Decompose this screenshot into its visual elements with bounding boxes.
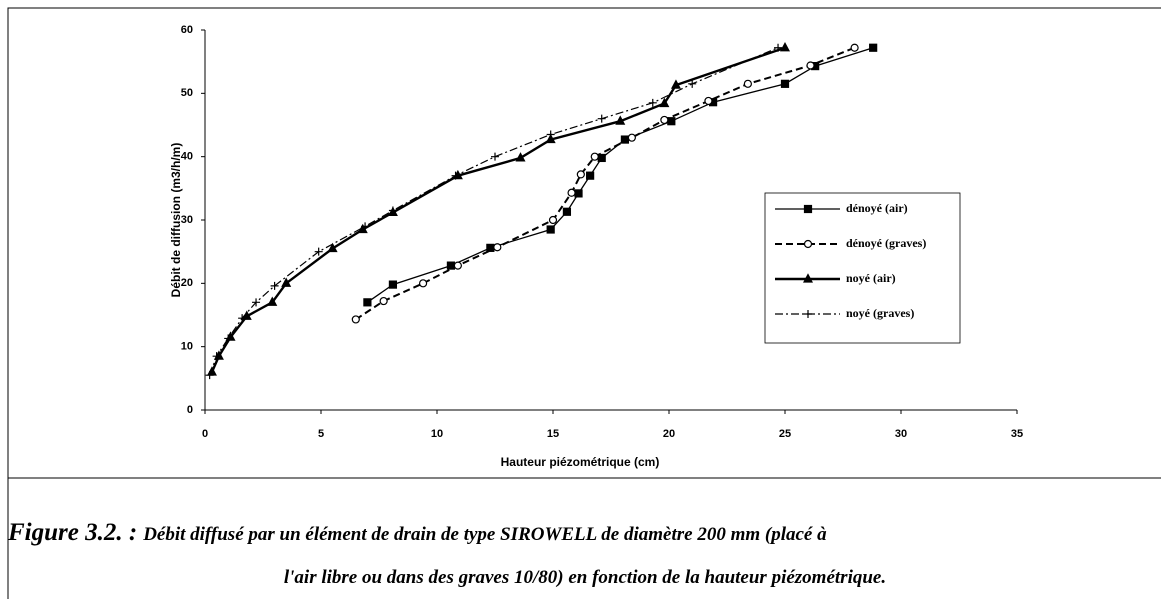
- caption-label: Figure 3.2. :: [7, 519, 137, 546]
- x-axis-label: Hauteur piézométrique (cm): [501, 455, 660, 469]
- marker: [597, 153, 606, 163]
- marker: [586, 171, 595, 180]
- legend-label: noyé (graves): [846, 306, 914, 320]
- marker: [515, 152, 526, 162]
- marker: [238, 314, 247, 323]
- marker: [670, 79, 681, 89]
- y-tick-label: 30: [181, 214, 193, 226]
- marker: [803, 204, 813, 214]
- legend-box: [764, 192, 961, 344]
- caption-text: Débit diffusé par un élément de drain de…: [142, 524, 827, 545]
- marker: [562, 207, 572, 216]
- legend-label: dénoyé (graves): [846, 236, 926, 250]
- y-tick-label: 0: [187, 404, 193, 416]
- marker: [597, 114, 606, 123]
- marker: [688, 79, 697, 88]
- marker: [576, 170, 585, 179]
- y-tick-label: 50: [181, 87, 193, 99]
- marker: [205, 371, 214, 380]
- marker: [351, 315, 360, 324]
- series-line: [210, 46, 786, 373]
- marker: [327, 242, 338, 253]
- x-tick-label: 10: [431, 428, 443, 440]
- y-axis-label: Débit de diffusion (m3/h/m): [169, 143, 183, 298]
- series-line: [355, 46, 855, 321]
- marker: [850, 43, 859, 52]
- marker: [267, 296, 278, 306]
- marker: [627, 133, 636, 142]
- marker: [704, 96, 713, 106]
- marker: [363, 298, 372, 307]
- caption-text: l'air libre ou dans des graves 10/80) en…: [284, 567, 886, 588]
- marker: [270, 281, 279, 290]
- marker: [379, 296, 388, 306]
- marker: [388, 206, 397, 215]
- marker: [546, 130, 555, 139]
- x-tick-label: 20: [663, 428, 675, 440]
- marker: [590, 152, 599, 161]
- marker: [224, 334, 233, 343]
- chart-frame: [7, 7, 1161, 479]
- marker: [546, 225, 555, 234]
- marker: [774, 43, 783, 52]
- marker: [803, 273, 813, 283]
- marker: [548, 215, 558, 225]
- marker: [281, 277, 292, 287]
- series-line: [209, 47, 779, 376]
- marker: [453, 261, 462, 270]
- marker: [780, 41, 790, 52]
- marker: [648, 98, 657, 107]
- marker: [659, 97, 670, 108]
- x-tick-label: 25: [779, 428, 791, 440]
- marker: [806, 61, 815, 70]
- y-tick-label: 40: [181, 151, 193, 163]
- marker: [567, 188, 576, 197]
- marker: [493, 243, 502, 252]
- legend-label: noyé (air): [846, 271, 896, 285]
- marker: [743, 79, 752, 88]
- x-tick-label: 15: [547, 428, 559, 440]
- marker: [615, 115, 626, 125]
- y-tick-label: 10: [181, 341, 193, 353]
- marker: [780, 79, 790, 88]
- marker: [252, 298, 261, 307]
- x-tick-label: 35: [1011, 428, 1023, 440]
- marker: [574, 189, 583, 198]
- marker: [361, 222, 370, 231]
- marker: [388, 280, 398, 289]
- caption: Figure 3.2. : Débit diffusé par un élémen…: [7, 519, 827, 546]
- y-tick-label: 60: [181, 24, 193, 36]
- marker: [212, 352, 221, 361]
- x-tick-label: 5: [318, 428, 324, 440]
- marker: [314, 247, 323, 256]
- x-tick-label: 30: [895, 428, 907, 440]
- marker: [545, 133, 556, 144]
- marker: [804, 310, 812, 318]
- marker: [660, 115, 669, 125]
- legend-label: dénoyé (air): [846, 201, 908, 215]
- marker: [869, 43, 878, 52]
- x-tick-label: 0: [202, 428, 208, 440]
- marker: [486, 243, 495, 252]
- marker: [451, 171, 460, 180]
- y-tick-label: 20: [181, 277, 193, 289]
- marker: [803, 239, 813, 249]
- marker: [418, 279, 428, 288]
- marker: [491, 152, 499, 161]
